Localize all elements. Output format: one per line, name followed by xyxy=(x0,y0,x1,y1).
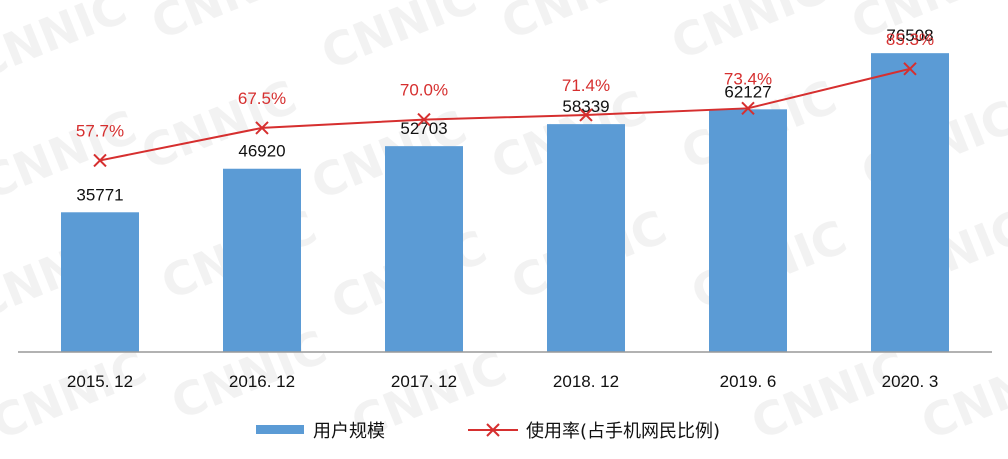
bar-value-label: 35771 xyxy=(76,185,123,204)
line-series xyxy=(93,62,917,168)
rate-marker xyxy=(255,121,269,135)
watermark-text: CNNIC xyxy=(0,340,154,451)
bar xyxy=(871,53,949,352)
rate-marker xyxy=(93,153,107,168)
watermark-text: CNNIC xyxy=(744,340,914,451)
x-tick-label-group: 2015. 12 2016. 12 2017. 12 2018. 12 2019. 6 2… xyxy=(67,372,938,391)
x-tick-label: 2016. 12 xyxy=(229,372,295,391)
rate-value-label: 71.4% xyxy=(562,76,610,95)
rate-value-label: 70.0% xyxy=(400,81,448,100)
bar xyxy=(709,109,787,352)
legend-line-marker xyxy=(486,423,500,437)
watermark-text: CNNIC xyxy=(494,0,664,50)
bar-value-label: 62127 xyxy=(724,82,771,101)
x-tick-label: 2017. 12 xyxy=(391,372,457,391)
bar-value-label: 76508 xyxy=(886,26,933,45)
x-tick-label: 2015. 12 xyxy=(67,372,133,391)
line-label-group: 57.7% 67.5% 70.0% 71.4% 73.4% 85.3% xyxy=(76,30,934,141)
watermark-text: CNNIC xyxy=(0,0,134,90)
x-tick-label: 2019. 6 xyxy=(720,372,777,391)
bar xyxy=(385,146,463,352)
watermark-text: CNNIC xyxy=(664,0,834,70)
bar xyxy=(223,168,301,352)
rate-value-label: 73.4% xyxy=(724,69,772,88)
bar-value-label: 52703 xyxy=(400,119,447,138)
x-tick-label: 2020. 3 xyxy=(882,372,939,391)
rate-marker xyxy=(903,62,917,76)
bar xyxy=(61,212,139,352)
watermark-text: CNNIC xyxy=(314,0,484,80)
rate-value-label: 85.3% xyxy=(886,30,934,49)
bar-series xyxy=(61,53,949,352)
watermark-text: CNNIC xyxy=(144,0,314,50)
bar-value-label: 58339 xyxy=(562,97,609,116)
watermark-text: CNNIC xyxy=(914,340,1008,451)
bar xyxy=(547,124,625,352)
rate-marker xyxy=(417,112,431,127)
x-tick-label: 2018. 12 xyxy=(553,372,619,391)
legend-bar-label: 用户规模 xyxy=(313,421,385,442)
rate-line xyxy=(99,67,911,162)
rate-marker xyxy=(741,101,755,116)
rate-value-label: 67.5% xyxy=(238,89,286,108)
bar-value-label: 46920 xyxy=(238,142,285,161)
rate-marker xyxy=(579,108,593,122)
legend-cross-icon xyxy=(486,423,500,437)
legend-bar-swatch xyxy=(256,425,304,434)
legend-line-label: 使用率(占手机网民比例) xyxy=(526,421,720,442)
legend: 用户规模 使用率(占手机网民比例) xyxy=(256,421,720,442)
rate-value-label: 57.7% xyxy=(76,121,124,140)
bar-label-group: 35771 46920 52703 58339 62127 76508 xyxy=(76,26,933,204)
watermark-text: CNNIC xyxy=(134,70,304,181)
